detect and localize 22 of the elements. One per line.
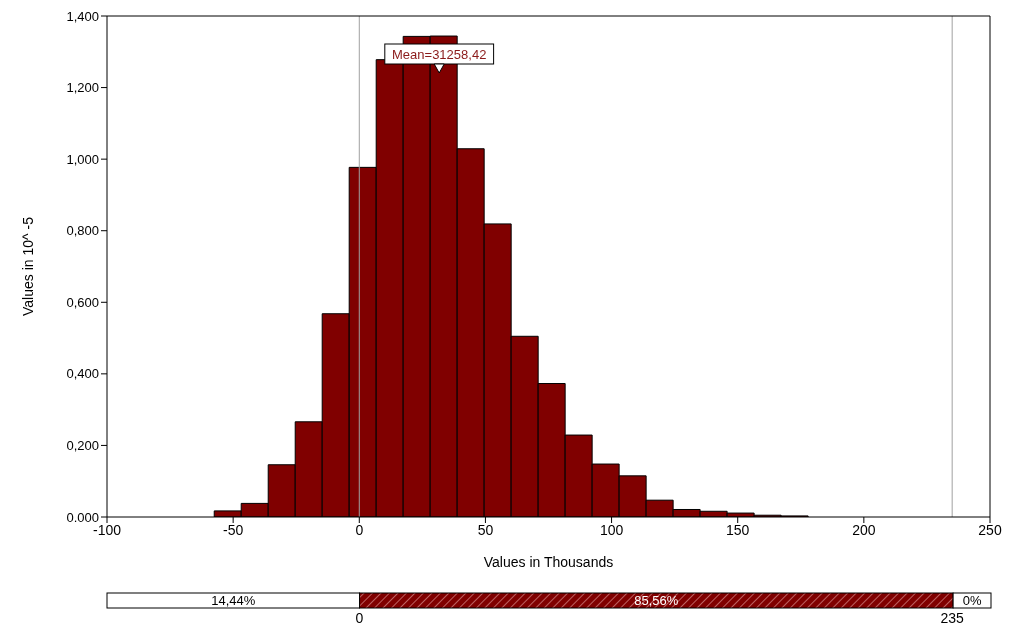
y-tick-label: 1,400 (66, 8, 99, 24)
y-tick-label: 0,800 (66, 223, 99, 239)
annotation: Mean=31258,42 (392, 47, 487, 62)
y-tick-label: 1,200 (66, 80, 99, 96)
y-tick-label: 0,400 (66, 366, 99, 382)
y-tick-label: 1,000 (66, 151, 99, 167)
text: 14,44% (211, 593, 256, 608)
y-tick-label: 0,600 (66, 294, 99, 310)
y-tick-label: 0,200 (66, 438, 99, 454)
text: 0 (355, 610, 364, 626)
x-tick-label: 200 (852, 521, 876, 538)
x-tick-label: 250 (978, 521, 1002, 538)
x-tick-label: 100 (599, 521, 624, 538)
x-tick-label: 0 (355, 521, 364, 538)
x-tick-label: 150 (726, 521, 750, 538)
x-axis-title: Values in Thousands (483, 554, 614, 570)
text: 235 (940, 610, 965, 626)
x-tick-label: -50 (223, 521, 244, 538)
text: 0% (962, 593, 982, 608)
y-axis-title: Values in 10^ -5 (19, 216, 36, 316)
text: 85,56% (634, 593, 679, 608)
x-tick-label: 50 (477, 521, 494, 538)
